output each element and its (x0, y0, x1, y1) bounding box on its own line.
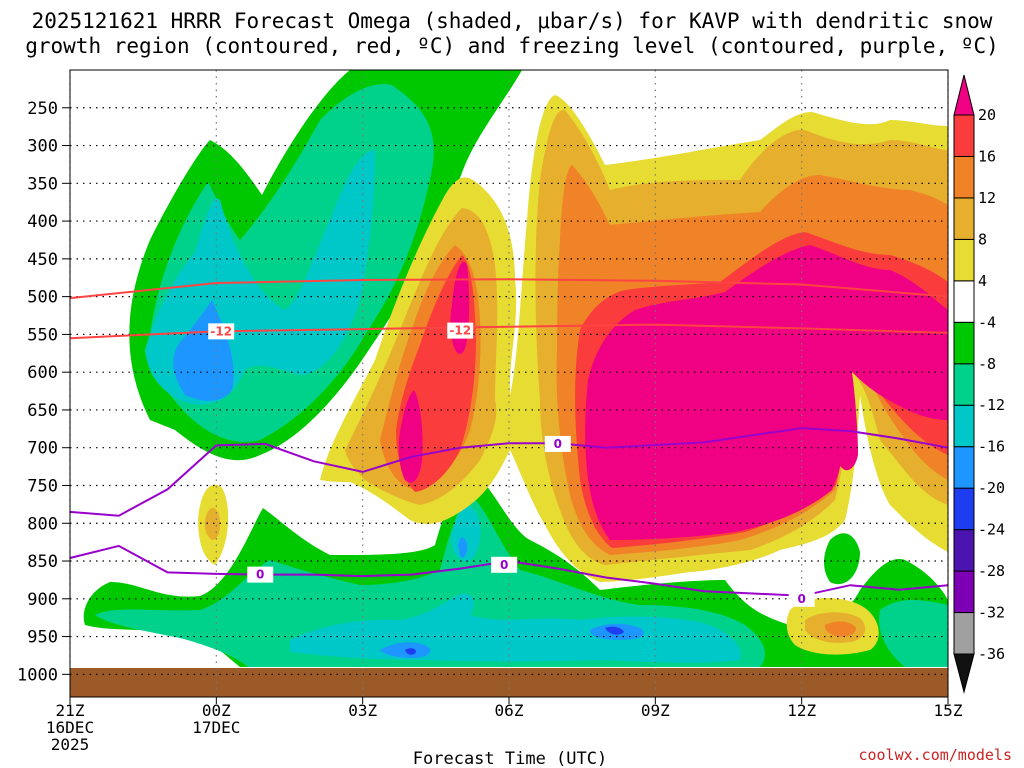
x-tick-label: 21Z (56, 701, 85, 720)
colorbar-segment (953, 570, 975, 614)
colorbar-segment (953, 321, 975, 365)
colorbar-segment (953, 280, 975, 323)
x-tick-label: 00Z (202, 701, 231, 720)
omega-pos12-lowlevel-blob (824, 621, 856, 637)
colorbar-label: -20 (978, 479, 1005, 497)
colorbar-segment (953, 114, 975, 157)
colorbar-segment (953, 197, 975, 240)
x-tick-label: 09Z (641, 701, 670, 720)
colorbar-segment (953, 446, 975, 489)
y-tick-label: 900 (27, 590, 58, 610)
y-tick-label: 650 (27, 401, 58, 421)
colorbar-bottom-arrow (953, 653, 975, 694)
omega-pos20-spike (837, 372, 858, 471)
contour-line (69, 427, 949, 517)
y-axis: 250 300 350 400 450 500 550 600 650 700 750 800 850 9… (17, 99, 70, 685)
x-tick-label: 16DEC (46, 718, 94, 737)
y-tick-label: 450 (27, 250, 58, 270)
omega-neg16-mid-blob (458, 537, 468, 558)
contour-label: -12 (449, 324, 471, 338)
omega-neg4-lower-right-blob (824, 533, 860, 585)
chart-title-line2: growth region (contoured, red, ºC) and f… (25, 34, 999, 58)
y-tick-label: 350 (27, 174, 58, 194)
colorbar-segment (953, 612, 975, 655)
colorbar-segment (953, 487, 975, 531)
colorbar-label: -8 (978, 355, 996, 373)
omega-neg8-lower-right (879, 600, 948, 667)
x-tick-label: 06Z (495, 701, 524, 720)
colorbar-label: -36 (978, 645, 1005, 663)
colorbar-segment (953, 529, 975, 572)
x-tick-label: 03Z (348, 701, 377, 720)
y-tick-label: 400 (27, 212, 58, 232)
colorbar-label: 16 (978, 147, 996, 165)
colorbar-label: -24 (978, 521, 1005, 539)
x-tick-label: 17DEC (192, 718, 240, 737)
contour-label: -12 (210, 324, 232, 338)
colorbar-label: -4 (978, 313, 996, 331)
contour-label-bg (491, 556, 518, 573)
colorbar: 20 16 12 8 4 -4 -8 -12 -16 -20 -24 -28 -32 -36 (953, 74, 1005, 694)
contour-label-bg (247, 566, 274, 583)
colorbar-top-arrow (953, 74, 975, 116)
contour-label-bg (544, 435, 571, 452)
y-tick-label: 800 (27, 514, 58, 534)
colorbar-label: -28 (978, 562, 1005, 580)
contour-label-bg (208, 323, 235, 340)
credit-text[interactable]: coolwx.com/models (858, 746, 1012, 764)
colorbar-segment (953, 363, 975, 406)
colorbar-label: 8 (978, 230, 987, 248)
contour-label: 0 (797, 592, 805, 606)
y-tick-label: 750 (27, 476, 58, 496)
contour-label: 0 (256, 568, 264, 582)
y-tick-label: 850 (27, 552, 58, 572)
contour-label-bg (788, 590, 815, 607)
colorbar-label: -16 (978, 438, 1005, 456)
x-axis-label: Forecast Time (UTC) (413, 749, 607, 768)
omega-pos20-right (585, 245, 948, 540)
colorbar-label: -32 (978, 604, 1005, 622)
colorbar-segment (953, 238, 975, 282)
x-tick-label: 2025 (51, 735, 90, 754)
y-tick-label: 950 (27, 628, 58, 648)
y-tick-label: 500 (27, 288, 58, 308)
y-tick-label: 250 (27, 99, 58, 119)
y-tick-label: 550 (27, 325, 58, 345)
temperature-contours: -12 -12 0 0 0 0 (69, 278, 949, 607)
x-tick-label: 12Z (787, 701, 816, 720)
y-tick-label: 700 (27, 439, 58, 459)
colorbar-label: 12 (978, 189, 996, 207)
x-tick-label: 15Z (934, 701, 963, 720)
contour-label-bg (447, 322, 474, 339)
colorbar-segment (953, 155, 975, 199)
colorbar-segment (953, 404, 975, 448)
contour-label: 0 (554, 437, 562, 451)
y-tick-label: 1000 (17, 665, 58, 685)
chart-title-line1: 2025121621 HRRR Forecast Omega (shaded, … (32, 9, 993, 33)
contour-line (69, 278, 949, 300)
contour-label: 0 (500, 558, 508, 572)
colorbar-label: 4 (978, 272, 987, 290)
y-tick-label: 300 (27, 137, 58, 157)
colorbar-label: 20 (978, 106, 996, 124)
y-tick-label: 600 (27, 363, 58, 383)
omega-neg16-lower (380, 623, 644, 658)
colorbar-label: -12 (978, 396, 1005, 414)
